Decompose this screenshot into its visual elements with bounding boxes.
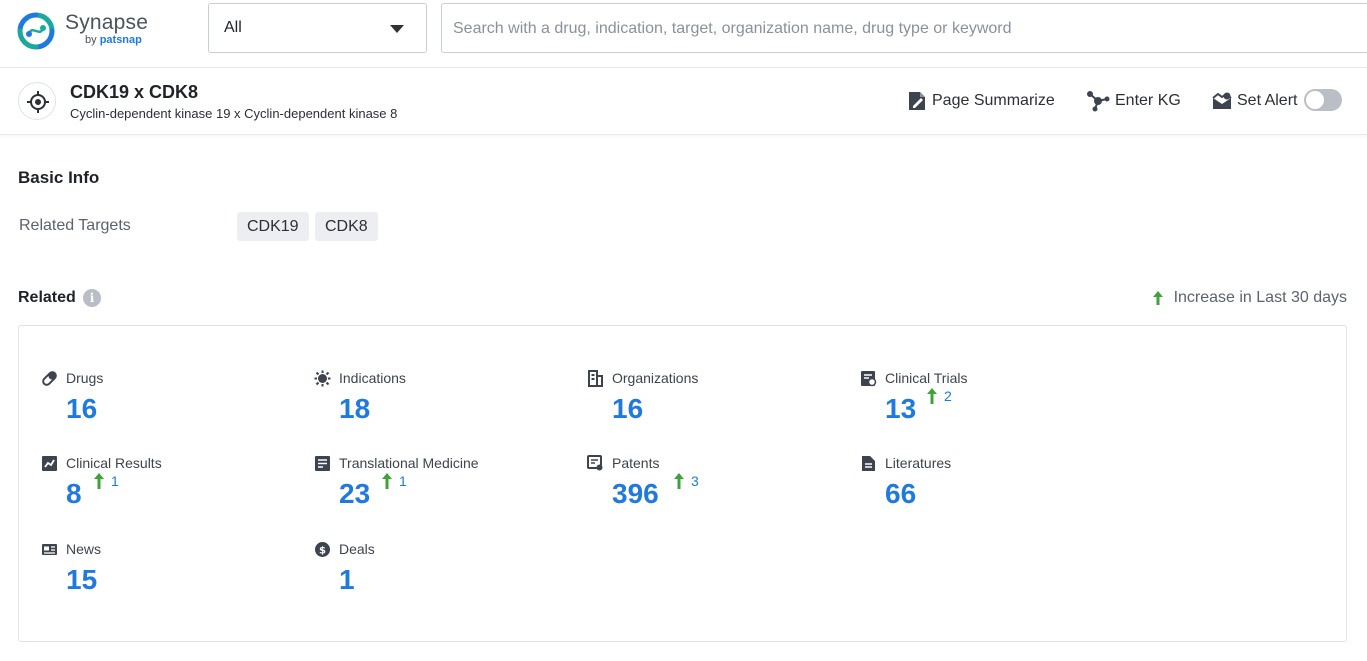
search-type-value: All [224,19,242,37]
chevron-down-icon [390,25,404,33]
clinical-trial-icon [860,370,877,387]
arrow-up-icon [673,472,685,490]
stat-label: News [66,541,101,557]
basic-info-heading: Basic Info [18,168,99,188]
stat-count: 18 [339,391,370,427]
increase-value: 2 [944,388,952,404]
stat-label: Translational Medicine [339,455,479,471]
stat-count: 13 [885,391,916,427]
stat-count: 23 [339,476,370,512]
translational-icon [314,455,331,472]
stat-literatures[interactable]: Literatures 66 [860,454,1100,526]
newspaper-icon [41,541,58,558]
svg-text:$: $ [319,545,326,556]
deal-icon: $ [314,541,331,558]
stat-organizations[interactable]: Organizations 16 [587,369,827,441]
stat-indications[interactable]: Indications 18 [314,369,554,441]
top-bar: Synapse by patsnap All [0,0,1367,68]
stat-label: Literatures [885,455,951,471]
arrow-up-icon [93,472,105,490]
stat-drugs[interactable]: Drugs 16 [41,369,281,441]
stat-count: 16 [66,391,97,427]
entity-header: CDK19 x CDK8 Cyclin-dependent kinase 19 … [0,68,1367,135]
set-alert-label: Set Alert [1237,92,1297,110]
summarize-icon [908,91,927,111]
arrow-up-icon [926,387,938,405]
increase-value: 1 [399,473,407,489]
arrow-up-icon [1152,290,1164,306]
alert-toggle[interactable] [1304,89,1342,111]
page-subtitle: Cyclin-dependent kinase 19 x Cyclin-depe… [70,106,397,121]
search-type-select[interactable]: All [208,3,427,53]
alert-mail-icon [1212,92,1232,110]
stat-label: Organizations [612,370,698,386]
stat-label: Clinical Trials [885,370,967,386]
target-tag[interactable]: CDK8 [315,212,378,241]
stat-count: 15 [66,562,97,598]
increase-indicator: 1 [93,472,119,490]
set-alert-button[interactable]: Set Alert [1212,90,1297,112]
stat-label: Patents [612,455,659,471]
stat-clinical-results[interactable]: Clinical Results 8 1 [41,454,281,526]
stat-count: 1 [339,562,355,598]
enter-kg-label: Enter KG [1115,92,1181,110]
stat-count: 8 [66,476,82,512]
increase-indicator: 2 [926,387,952,405]
stat-patents[interactable]: Patents 396 3 [587,454,827,526]
page-summarize-button[interactable]: Page Summarize [908,90,1055,112]
stat-label: Drugs [66,370,103,386]
pill-icon [41,370,58,387]
stat-clinical-trials[interactable]: Clinical Trials 13 2 [860,369,1100,441]
search-input[interactable] [453,17,1353,41]
increase-value: 3 [691,473,699,489]
increase-indicator: 1 [381,472,407,490]
stat-label: Indications [339,370,406,386]
stat-deals[interactable]: $ Deals 1 [314,540,554,612]
chart-report-icon [41,455,58,472]
document-icon [860,455,877,472]
stat-label: Deals [339,541,375,557]
stat-news[interactable]: News 15 [41,540,281,612]
app-byline: by patsnap [85,34,142,46]
target-icon [18,82,56,120]
related-targets-label: Related Targets [19,217,131,235]
stat-count: 16 [612,391,643,427]
app-name: Synapse [65,11,148,35]
search-box[interactable] [441,3,1367,53]
page-title: CDK19 x CDK8 [70,82,198,103]
patent-icon [587,455,604,472]
building-icon [587,370,604,387]
related-heading: Related [18,289,76,307]
related-stats-card: Drugs 16 Indications 18 Organizations 16 [18,325,1347,642]
arrow-up-icon [381,472,393,490]
info-icon[interactable]: i [83,289,101,307]
increase-value: 1 [111,473,119,489]
virus-icon [314,370,331,387]
byline-prefix: by [85,34,97,46]
increase-legend-label: Increase in Last 30 days [1174,289,1347,307]
toggle-knob [1306,91,1324,109]
increase-indicator: 3 [673,472,699,490]
stat-count: 396 [612,476,659,512]
synapse-logo[interactable]: Synapse by patsnap [16,10,196,50]
synapse-logo-icon [16,12,56,50]
byline-brand: patsnap [100,34,142,46]
knowledge-graph-icon [1086,90,1110,112]
stat-count: 66 [885,476,916,512]
stat-label: Clinical Results [66,455,162,471]
target-tag[interactable]: CDK19 [237,212,309,241]
enter-kg-button[interactable]: Enter KG [1086,90,1181,112]
page-summarize-label: Page Summarize [932,92,1055,110]
stat-translational-medicine[interactable]: Translational Medicine 23 1 [314,454,554,526]
increase-legend: Increase in Last 30 days [1152,289,1347,307]
